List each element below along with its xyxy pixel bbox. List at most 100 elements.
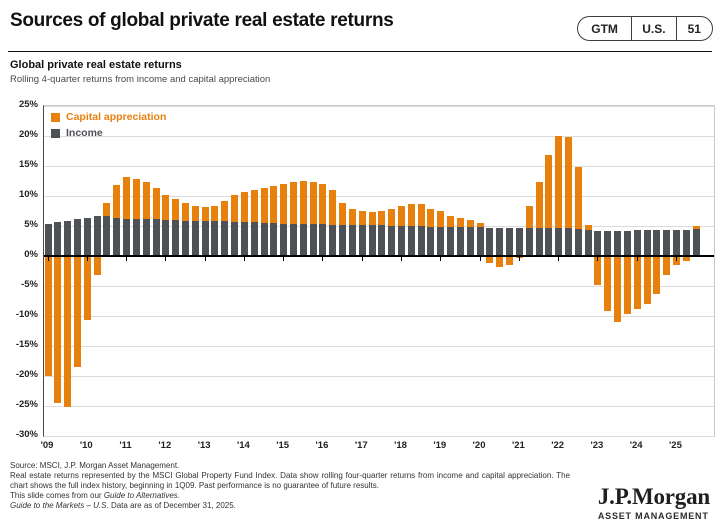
- bar-capital-appreciation: [73, 256, 81, 367]
- bar-income: [339, 224, 347, 256]
- bar-income: [64, 220, 72, 256]
- gridline: [44, 166, 714, 167]
- x-axis-tick-label: '13: [197, 440, 211, 451]
- x-axis-tick: [675, 257, 677, 261]
- bar-capital-appreciation: [299, 181, 307, 224]
- bar-capital-appreciation: [123, 177, 131, 219]
- x-axis-tick-label: '18: [394, 440, 407, 451]
- bar-capital-appreciation: [545, 154, 553, 229]
- bar-income: [486, 227, 494, 256]
- x-axis-tick: [597, 257, 599, 261]
- bar-income: [93, 216, 101, 256]
- x-axis-tick-label: '11: [119, 440, 132, 451]
- bar-income: [221, 221, 229, 256]
- bar-capital-appreciation: [594, 256, 602, 286]
- bar-capital-appreciation: [456, 218, 464, 228]
- bar-capital-appreciation: [584, 225, 592, 231]
- bar-capital-appreciation: [653, 256, 661, 294]
- bar-capital-appreciation: [368, 211, 376, 226]
- legend-item-income: Income: [51, 127, 166, 139]
- x-axis-tick: [322, 257, 324, 261]
- bar-income: [44, 224, 52, 256]
- bar-income: [525, 227, 533, 256]
- bar-income: [211, 221, 219, 256]
- capital-appreciation-swatch: [51, 112, 60, 122]
- bar-capital-appreciation: [191, 205, 199, 221]
- chart-plot-area: Capital appreciation Income: [43, 105, 715, 437]
- x-axis-tick-label: '15: [276, 440, 290, 451]
- legend-item-capital-appreciation: Capital appreciation: [51, 111, 166, 123]
- bar-capital-appreciation: [142, 182, 150, 220]
- x-axis-tick: [518, 257, 520, 261]
- bar-capital-appreciation: [240, 191, 248, 223]
- zero-line: [44, 255, 714, 257]
- y-axis-tick-label: -10%: [15, 309, 38, 320]
- x-axis-tick-label: '23: [590, 440, 604, 451]
- bar-capital-appreciation: [132, 178, 140, 219]
- bar-capital-appreciation: [280, 184, 288, 224]
- x-axis-tick-label: '20: [472, 440, 486, 451]
- x-axis-tick: [126, 257, 128, 261]
- gridline: [44, 286, 714, 287]
- x-axis-tick: [47, 257, 49, 261]
- x-axis-tick-label: '16: [315, 440, 329, 451]
- bar-capital-appreciation: [555, 136, 563, 229]
- y-axis-tick-label: 5%: [24, 219, 38, 230]
- gridline: [44, 376, 714, 377]
- bar-income: [309, 223, 317, 256]
- gtm-page-badge: GTM U.S. 51: [577, 16, 713, 41]
- bar-capital-appreciation: [93, 256, 101, 276]
- bar-capital-appreciation: [682, 256, 690, 262]
- bar-income: [103, 216, 111, 256]
- x-axis-tick-label: '10: [79, 440, 93, 451]
- bar-income: [466, 227, 474, 256]
- bar-capital-appreciation: [407, 204, 415, 226]
- bar-income: [515, 227, 523, 256]
- bar-income: [299, 223, 307, 256]
- bar-income: [388, 226, 396, 256]
- bar-income: [663, 229, 671, 256]
- bar-capital-appreciation: [437, 211, 445, 227]
- legend-label: Income: [66, 127, 103, 139]
- source-note: Source: MSCI, J.P. Morgan Asset Manageme…: [10, 461, 570, 511]
- header-divider: [8, 51, 712, 52]
- chart-legend: Capital appreciation Income: [51, 111, 166, 143]
- bar-income: [152, 219, 160, 256]
- bar-income: [398, 226, 406, 256]
- bar-capital-appreciation: [427, 208, 435, 227]
- y-axis-tick-label: 0%: [24, 249, 38, 260]
- bar-capital-appreciation: [633, 256, 641, 309]
- bar-capital-appreciation: [535, 182, 543, 228]
- x-axis-tick-label: '24: [629, 440, 643, 451]
- bar-capital-appreciation: [260, 188, 268, 223]
- bar-income: [319, 224, 327, 256]
- bar-capital-appreciation: [388, 208, 396, 226]
- x-axis-tick-label: '19: [433, 440, 447, 451]
- bar-capital-appreciation: [506, 256, 514, 265]
- bar-income: [496, 227, 504, 256]
- bar-income: [123, 218, 131, 256]
- bar-income: [368, 225, 376, 256]
- x-axis-tick-label: '22: [551, 440, 565, 451]
- y-axis-tick-label: -5%: [21, 279, 38, 290]
- footnote-text: Real estate returns represented by the M…: [10, 471, 570, 490]
- bar-capital-appreciation: [329, 190, 337, 225]
- bar-income: [623, 230, 631, 256]
- asset-management-label: ASSET MANAGEMENT: [597, 511, 709, 521]
- bar-income: [584, 230, 592, 256]
- y-axis-tick-label: -30%: [15, 429, 38, 440]
- bar-income: [54, 222, 62, 256]
- y-axis-tick-label: 25%: [18, 99, 38, 110]
- bar-capital-appreciation: [358, 211, 366, 226]
- bar-income: [574, 229, 582, 256]
- x-axis-tick-label: '14: [236, 440, 250, 451]
- as-of-date-note: Guide to the Markets – U.S. Data are as …: [10, 501, 236, 510]
- bar-capital-appreciation: [54, 256, 62, 403]
- bar-income: [181, 220, 189, 256]
- bar-capital-appreciation: [692, 226, 700, 229]
- bar-income: [270, 223, 278, 256]
- bar-capital-appreciation: [309, 182, 317, 224]
- bar-income: [358, 225, 366, 256]
- bar-capital-appreciation: [201, 206, 209, 221]
